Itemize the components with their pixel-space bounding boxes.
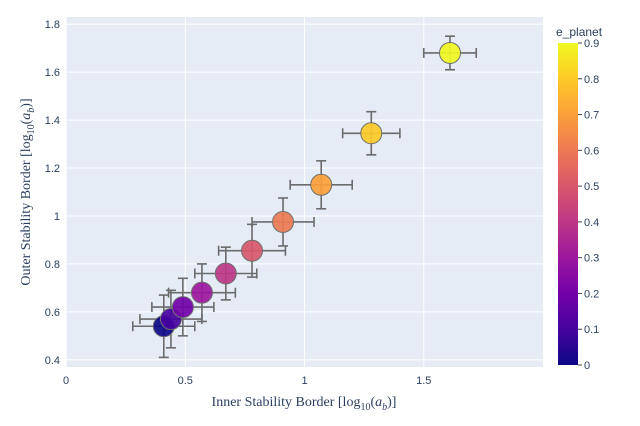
colorbar-tick-label: 0.8 <box>584 74 599 86</box>
colorbar-tick-label: 0 <box>584 360 590 372</box>
y-tick-label: 1.4 <box>45 115 60 127</box>
colorbar-tick-label: 0.6 <box>584 145 599 157</box>
colorbar <box>558 43 578 365</box>
x-tick-label: 1.5 <box>416 375 431 387</box>
y-tick-label: 0.8 <box>45 259 60 271</box>
x-tick-label: 0.5 <box>178 375 193 387</box>
y-tick-label: 0.4 <box>45 355 60 367</box>
x-tick-label: 0 <box>63 375 69 387</box>
x-tick-labels: 0 0.5 1 1.5 <box>63 375 431 387</box>
colorbar-title: e_planet <box>556 25 603 39</box>
data-point <box>272 210 295 233</box>
colorbar-tick-label: 0.9 <box>584 38 599 50</box>
colorbar-tick-label: 0.5 <box>584 181 599 193</box>
data-point <box>310 173 333 196</box>
x-axis-title: Inner Stability Border [log10(ab)] <box>212 395 397 413</box>
data-point <box>171 296 194 319</box>
colorbar-tick-label: 0.3 <box>584 253 599 265</box>
y-tick-label: 1.8 <box>45 19 60 31</box>
y-tick-labels: 0.4 0.6 0.8 1 1.2 1.4 1.6 1.8 <box>45 19 60 367</box>
markers <box>152 41 461 338</box>
data-point <box>241 239 264 262</box>
colorbar-tick-label: 0.4 <box>584 217 599 229</box>
x-tick-label: 1 <box>301 375 307 387</box>
y-axis-title: Outer Stability Border [log10(ab)] <box>19 98 37 285</box>
y-tick-label: 1 <box>54 211 60 223</box>
grid <box>65 17 543 367</box>
colorbar-tick-label: 0.2 <box>584 288 599 300</box>
data-point <box>214 262 237 285</box>
colorbar-tick-label: 0.7 <box>584 110 599 122</box>
y-tick-label: 0.6 <box>45 307 60 319</box>
y-tick-label: 1.2 <box>45 163 60 175</box>
data-point <box>360 122 383 145</box>
y-tick-label: 1.6 <box>45 67 60 79</box>
data-point <box>190 281 213 304</box>
colorbar-tick-labels: 0 0.1 0.2 0.3 0.4 0.5 0.6 0.7 0.8 0.9 <box>578 38 599 372</box>
colorbar-tick-label: 0.1 <box>584 324 599 336</box>
data-point <box>438 41 461 64</box>
